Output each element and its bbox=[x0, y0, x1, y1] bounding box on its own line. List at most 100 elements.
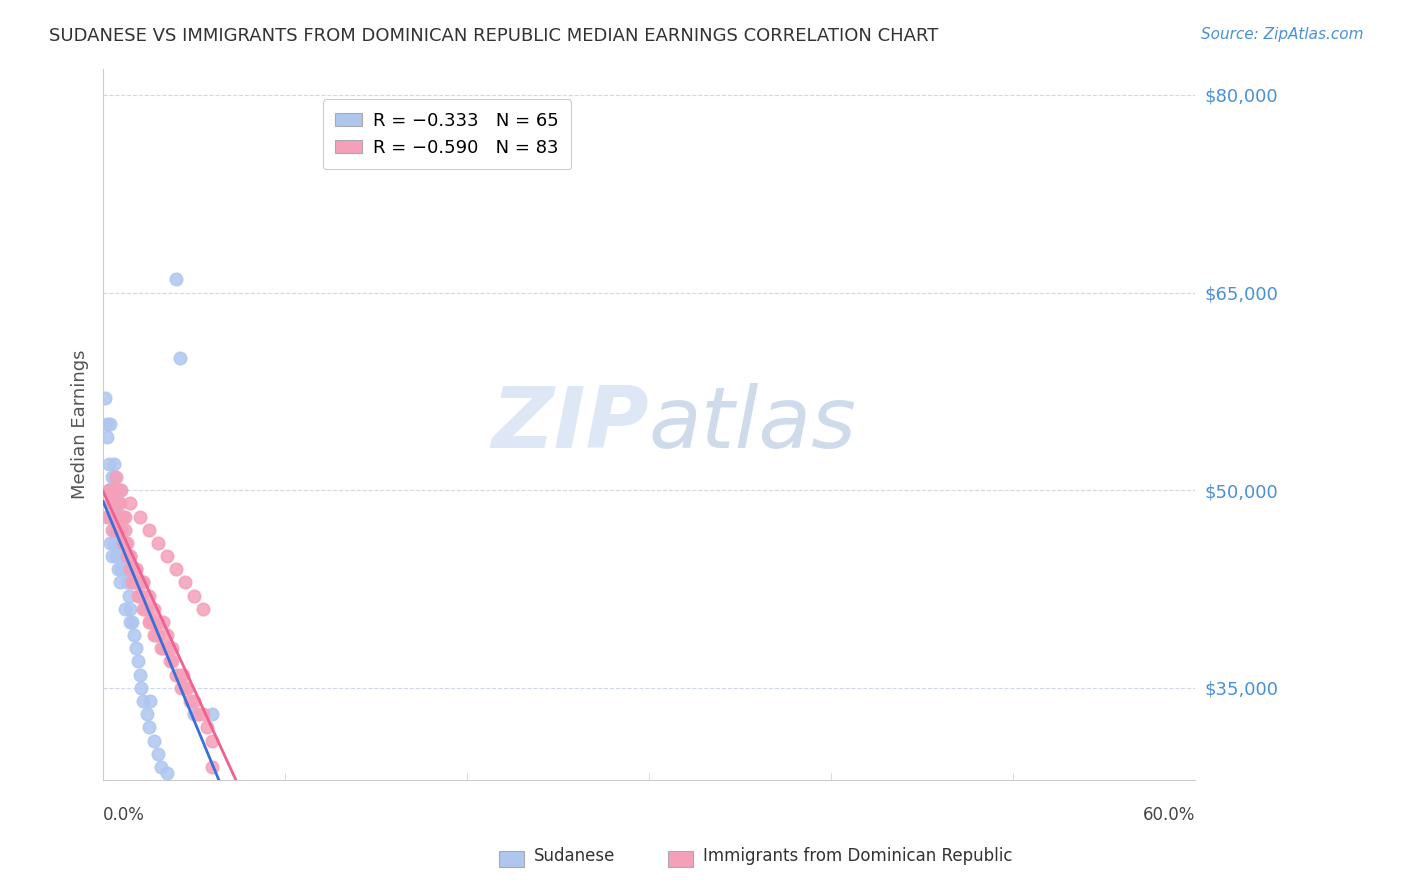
Point bbox=[101, 523, 124, 537]
Point bbox=[179, 694, 201, 708]
Y-axis label: Median Earnings: Median Earnings bbox=[72, 350, 89, 499]
Point bbox=[103, 536, 125, 550]
Point bbox=[146, 747, 169, 761]
Point bbox=[96, 509, 118, 524]
Point bbox=[183, 589, 205, 603]
Point bbox=[170, 681, 193, 695]
Text: Source: ZipAtlas.com: Source: ZipAtlas.com bbox=[1201, 27, 1364, 42]
Point bbox=[152, 641, 174, 656]
Point bbox=[108, 523, 131, 537]
Point bbox=[110, 509, 132, 524]
Point bbox=[193, 707, 215, 722]
Point bbox=[143, 628, 166, 642]
Point bbox=[138, 589, 160, 603]
Point bbox=[138, 720, 160, 734]
Point bbox=[104, 549, 127, 563]
Point bbox=[108, 575, 131, 590]
Point bbox=[107, 523, 129, 537]
Point bbox=[100, 496, 122, 510]
Point bbox=[103, 483, 125, 498]
Point bbox=[145, 628, 167, 642]
Point bbox=[115, 549, 138, 563]
Text: 0.0%: 0.0% bbox=[103, 806, 145, 824]
Point bbox=[128, 667, 150, 681]
Point bbox=[103, 523, 125, 537]
Point bbox=[114, 562, 136, 576]
Point bbox=[120, 575, 142, 590]
Point bbox=[103, 509, 125, 524]
Point bbox=[132, 601, 155, 615]
Point bbox=[131, 589, 153, 603]
Point bbox=[201, 707, 224, 722]
Point bbox=[169, 667, 191, 681]
Point bbox=[112, 509, 135, 524]
Point bbox=[201, 733, 224, 747]
Point bbox=[150, 760, 173, 774]
Point bbox=[132, 575, 155, 590]
Point bbox=[101, 483, 124, 498]
Point bbox=[110, 483, 132, 498]
Point bbox=[156, 641, 179, 656]
Point bbox=[187, 707, 209, 722]
Point bbox=[100, 483, 122, 498]
Point bbox=[156, 766, 179, 780]
Point bbox=[162, 655, 184, 669]
Point bbox=[114, 536, 136, 550]
Point bbox=[143, 601, 166, 615]
Text: SUDANESE VS IMMIGRANTS FROM DOMINICAN REPUBLIC MEDIAN EARNINGS CORRELATION CHART: SUDANESE VS IMMIGRANTS FROM DOMINICAN RE… bbox=[49, 27, 939, 45]
Point bbox=[114, 601, 136, 615]
Point bbox=[122, 628, 145, 642]
Point bbox=[135, 707, 157, 722]
Point bbox=[183, 694, 205, 708]
Point bbox=[108, 536, 131, 550]
Point bbox=[115, 575, 138, 590]
Legend: R = −0.333   N = 65, R = −0.590   N = 83: R = −0.333 N = 65, R = −0.590 N = 83 bbox=[322, 99, 571, 169]
Point bbox=[134, 601, 156, 615]
Point bbox=[101, 496, 124, 510]
Point bbox=[135, 601, 157, 615]
Text: 60.0%: 60.0% bbox=[1143, 806, 1195, 824]
Point bbox=[193, 601, 215, 615]
Point bbox=[159, 655, 181, 669]
Point bbox=[125, 641, 148, 656]
Point bbox=[96, 430, 118, 444]
Point bbox=[104, 470, 127, 484]
Point bbox=[115, 536, 138, 550]
Point bbox=[114, 523, 136, 537]
Point bbox=[128, 509, 150, 524]
Point bbox=[107, 496, 129, 510]
Point bbox=[120, 549, 142, 563]
Point bbox=[146, 628, 169, 642]
Point bbox=[107, 509, 129, 524]
Point bbox=[176, 681, 198, 695]
Point bbox=[110, 523, 132, 537]
Point bbox=[112, 509, 135, 524]
Text: ZIP: ZIP bbox=[491, 383, 650, 466]
Point bbox=[114, 536, 136, 550]
Point bbox=[112, 536, 135, 550]
Text: Sudanese: Sudanese bbox=[534, 847, 616, 865]
Point bbox=[162, 641, 184, 656]
Point bbox=[143, 733, 166, 747]
Point bbox=[128, 589, 150, 603]
Point bbox=[108, 483, 131, 498]
Point bbox=[141, 615, 163, 629]
Point bbox=[127, 655, 149, 669]
Point bbox=[104, 523, 127, 537]
Point bbox=[128, 575, 150, 590]
Point bbox=[121, 575, 143, 590]
Point bbox=[150, 641, 173, 656]
Point bbox=[165, 667, 187, 681]
Point bbox=[115, 549, 138, 563]
Point bbox=[110, 509, 132, 524]
Point bbox=[101, 549, 124, 563]
Point bbox=[110, 523, 132, 537]
Point bbox=[146, 536, 169, 550]
Point bbox=[104, 509, 127, 524]
Point bbox=[107, 562, 129, 576]
Point bbox=[174, 681, 197, 695]
Point bbox=[125, 575, 148, 590]
Point bbox=[156, 549, 179, 563]
Point bbox=[152, 615, 174, 629]
Point bbox=[172, 667, 194, 681]
